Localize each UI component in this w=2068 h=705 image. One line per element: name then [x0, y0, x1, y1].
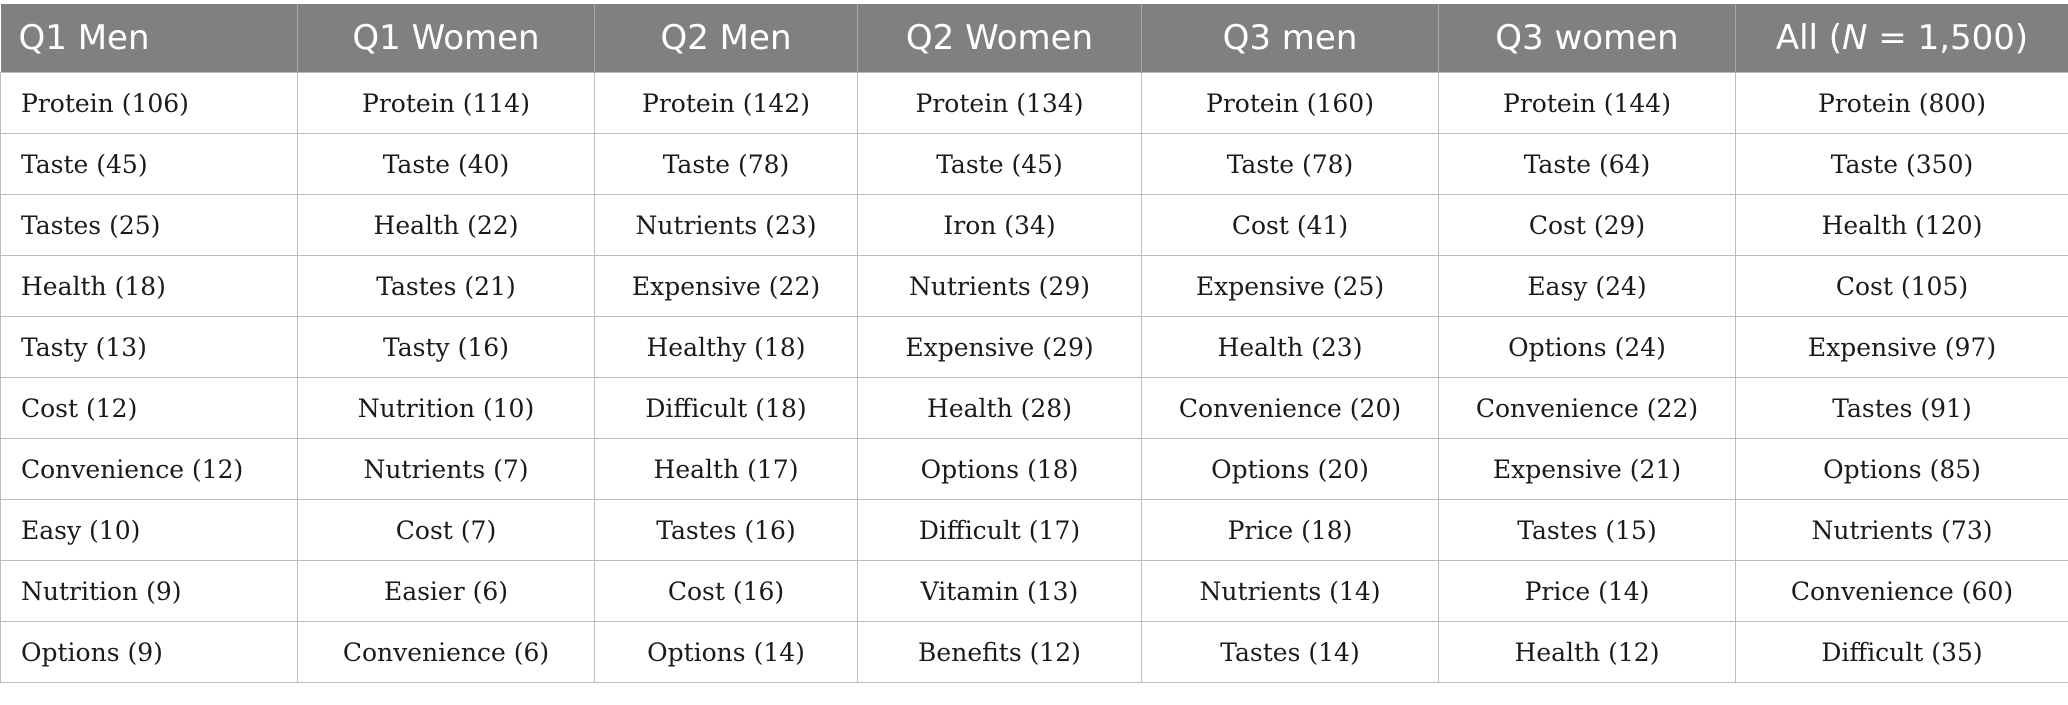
table-cell-q2-men: Healthy (18) [594, 316, 858, 378]
table-cell-all: Health (120) [1735, 194, 2068, 256]
table-cell-all: Options (85) [1735, 438, 2068, 500]
table-cell-q1-women: Nutrients (7) [297, 438, 595, 500]
table-cell-q1-women: Protein (114) [297, 72, 595, 134]
table-cell-q3-women: Convenience (22) [1438, 377, 1736, 439]
table-cell-q1-women: Tastes (21) [297, 255, 595, 317]
table-cell-q3-men: Taste (78) [1141, 133, 1439, 195]
table-cell-q2-men: Health (17) [594, 438, 858, 500]
table-cell-q3-men: Cost (41) [1141, 194, 1439, 256]
table-cell-q3-men: Health (23) [1141, 316, 1439, 378]
table-cell-q3-women: Tastes (15) [1438, 499, 1736, 561]
table-row: Nutrition (9) Easier (6) Cost (16) Vitamin … [0, 560, 2068, 622]
table-cell-all: Nutrients (73) [1735, 499, 2068, 561]
table-cell-q2-women: Protein (134) [857, 72, 1142, 134]
table-cell-q2-women: Taste (45) [857, 133, 1142, 195]
table-cell-q2-men: Tastes (16) [594, 499, 858, 561]
table-cell-q1-men: Options (9) [0, 621, 298, 683]
table-cell-q2-women: Difficult (17) [857, 499, 1142, 561]
table-row: Tasty (13) Tasty (16) Healthy (18) Expensiv… [0, 316, 2068, 378]
table-cell-q2-men: Expensive (22) [594, 255, 858, 317]
table-body: Protein (106) Protein (114) Protein (142) P… [0, 72, 2068, 683]
table-cell-all: Protein (800) [1735, 72, 2068, 134]
table-cell-q3-women: Protein (144) [1438, 72, 1736, 134]
table-cell-q3-women: Cost (29) [1438, 194, 1736, 256]
table-cell-q3-women: Expensive (21) [1438, 438, 1736, 500]
table-cell-q1-women: Nutrition (10) [297, 377, 595, 439]
table-cell-q2-men: Options (14) [594, 621, 858, 683]
column-header-q1-women: Q1 Women [297, 4, 595, 73]
table-cell-q3-men: Options (20) [1141, 438, 1439, 500]
table-row: Easy (10) Cost (7) Tastes (16) Difficult (1… [0, 499, 2068, 561]
table-cell-q3-men: Convenience (20) [1141, 377, 1439, 439]
table-cell-q3-women: Options (24) [1438, 316, 1736, 378]
table-cell-q3-women: Price (14) [1438, 560, 1736, 622]
table-cell-q1-men: Cost (12) [0, 377, 298, 439]
column-header-q1-men: Q1 Men [0, 4, 298, 73]
table-row: Tastes (25) Health (22) Nutrients (23) Iron… [0, 194, 2068, 256]
column-header-q2-women: Q2 Women [857, 4, 1142, 73]
column-header-all: All (N = 1,500) [1735, 4, 2068, 73]
table-cell-q2-men: Nutrients (23) [594, 194, 858, 256]
table-cell-q1-women: Taste (40) [297, 133, 595, 195]
table-cell-q3-men: Protein (160) [1141, 72, 1439, 134]
table-cell-q2-women: Expensive (29) [857, 316, 1142, 378]
table-row: Protein (106) Protein (114) Protein (142) P… [0, 72, 2068, 134]
table-cell-all: Tastes (91) [1735, 377, 2068, 439]
table-cell-q1-men: Protein (106) [0, 72, 298, 134]
column-header-q3-women: Q3 women [1438, 4, 1736, 73]
table-cell-q1-men: Easy (10) [0, 499, 298, 561]
table-cell-q3-men: Expensive (25) [1141, 255, 1439, 317]
table-cell-q1-men: Taste (45) [0, 133, 298, 195]
table-cell-q2-women: Options (18) [857, 438, 1142, 500]
table-cell-q2-women: Nutrients (29) [857, 255, 1142, 317]
table-row: Health (18) Tastes (21) Expensive (22) Nutr… [0, 255, 2068, 317]
column-header-q3-men: Q3 men [1141, 4, 1439, 73]
table-cell-q2-women: Benefits (12) [857, 621, 1142, 683]
table-cell-q1-women: Cost (7) [297, 499, 595, 561]
table-cell-q1-men: Tasty (13) [0, 316, 298, 378]
table-cell-all: Difficult (35) [1735, 621, 2068, 683]
table-row: Options (9) Convenience (6) Options (14) Be… [0, 621, 2068, 683]
header-row: Q1 Men Q1 Women Q2 Men Q2 Women Q3 men Q… [0, 4, 2068, 73]
table-cell-q1-women: Health (22) [297, 194, 595, 256]
table-cell-q2-women: Health (28) [857, 377, 1142, 439]
table-cell-q3-men: Nutrients (14) [1141, 560, 1439, 622]
word-frequency-table-container: Q1 Men Q1 Women Q2 Men Q2 Women Q3 men Q… [0, 4, 2068, 683]
table-cell-all: Expensive (97) [1735, 316, 2068, 378]
table-cell-q2-men: Cost (16) [594, 560, 858, 622]
table-cell-q3-men: Tastes (14) [1141, 621, 1439, 683]
table-cell-q1-men: Convenience (12) [0, 438, 298, 500]
table-cell-all: Cost (105) [1735, 255, 2068, 317]
table-cell-q3-men: Price (18) [1141, 499, 1439, 561]
column-header-q2-men: Q2 Men [594, 4, 858, 73]
table-row: Cost (12) Nutrition (10) Difficult (18) Hea… [0, 377, 2068, 439]
table-cell-all: Convenience (60) [1735, 560, 2068, 622]
table-cell-q2-men: Taste (78) [594, 133, 858, 195]
column-header-all-pre: All ( [1775, 18, 1843, 58]
table-cell-q2-women: Vitamin (13) [857, 560, 1142, 622]
table-cell-q2-women: Iron (34) [857, 194, 1142, 256]
table-cell-q3-women: Health (12) [1438, 621, 1736, 683]
table-cell-q3-women: Easy (24) [1438, 255, 1736, 317]
table-cell-all: Taste (350) [1735, 133, 2068, 195]
table-cell-q1-men: Nutrition (9) [0, 560, 298, 622]
table-cell-q2-men: Protein (142) [594, 72, 858, 134]
table-cell-q1-men: Tastes (25) [0, 194, 298, 256]
table-cell-q1-women: Convenience (6) [297, 621, 595, 683]
word-frequency-table: Q1 Men Q1 Women Q2 Men Q2 Women Q3 men Q… [0, 4, 2068, 683]
column-header-all-n: N [1842, 18, 1868, 58]
table-row: Convenience (12) Nutrients (7) Health (17)… [0, 438, 2068, 500]
table-row: Taste (45) Taste (40) Taste (78) Taste (45)… [0, 133, 2068, 195]
table-header: Q1 Men Q1 Women Q2 Men Q2 Women Q3 men Q… [0, 4, 2068, 73]
table-cell-q3-women: Taste (64) [1438, 133, 1736, 195]
table-cell-q2-men: Difficult (18) [594, 377, 858, 439]
table-cell-q1-men: Health (18) [0, 255, 298, 317]
table-cell-q1-women: Tasty (16) [297, 316, 595, 378]
table-cell-q1-women: Easier (6) [297, 560, 595, 622]
column-header-all-post: = 1,500) [1867, 18, 2029, 58]
